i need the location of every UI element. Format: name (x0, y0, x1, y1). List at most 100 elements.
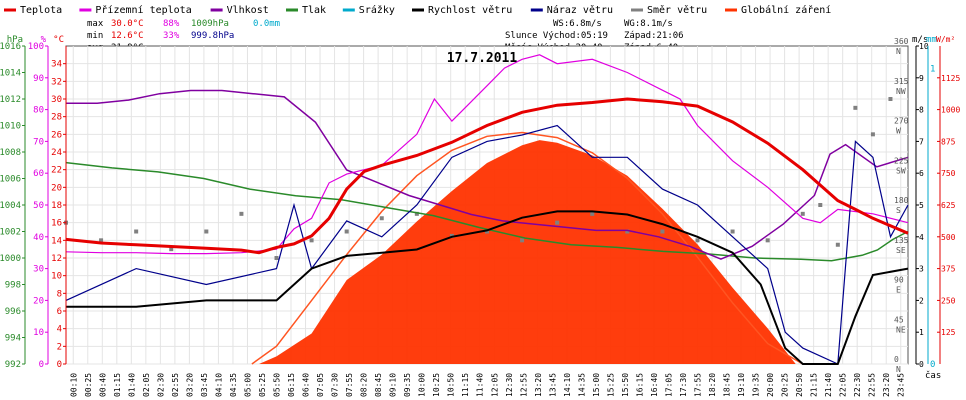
hpa-tick-label-10: 1012 (0, 95, 21, 105)
x-tick-label-35: 14:35 (577, 373, 586, 397)
series-radiation-theoretical (251, 131, 804, 365)
pct-tick-label-3: 30 (33, 265, 44, 275)
stat-min-2: 33% (163, 31, 180, 41)
temp-tick-label-7: 14 (51, 236, 62, 246)
dir-tick-deg-5: 225 (894, 156, 909, 165)
stat-sun-0: Slunce Východ:05:19 (505, 31, 608, 41)
wind-direction-point-22 (818, 203, 823, 207)
x-tick-label-15: 06:15 (287, 373, 296, 397)
dir-tick-deg-6: 270 (894, 117, 909, 126)
x-tick-label-11: 04:35 (229, 373, 238, 397)
pct-tick-label-1: 10 (33, 328, 44, 338)
x-tick-label-13: 05:25 (258, 373, 267, 397)
wind-direction-point-5 (239, 211, 244, 216)
x-tick-label-44: 18:20 (708, 373, 717, 397)
dir-tick-deg-2: 90 (894, 276, 904, 285)
x-tick-label-16: 06:40 (302, 373, 311, 397)
x-tick-label-33: 13:45 (548, 373, 557, 397)
ms-tick-label-9: 9 (919, 74, 924, 83)
x-tick-label-7: 02:55 (171, 373, 180, 397)
x-tick-label-42: 17:30 (679, 373, 688, 397)
dir-tick-deg-3: 135 (894, 236, 909, 245)
wind-direction-point-23 (835, 242, 840, 247)
wm2-tick-label-1: 250 (941, 296, 956, 305)
series-radiation-measured (258, 140, 796, 364)
ms-tick-label-4: 4 (919, 233, 924, 242)
ms-tick-label-8: 8 (919, 106, 924, 115)
series-wind-gust (65, 124, 909, 365)
series-layer (64, 54, 909, 365)
temp-tick-label-8: 16 (51, 219, 62, 229)
temp-tick-label-3: 6 (57, 307, 62, 317)
pct-tick-label-5: 50 (33, 201, 44, 211)
wind-direction-point-14 (555, 220, 560, 225)
x-tick-label-48: 20:00 (766, 373, 775, 397)
x-tick-label-10: 04:10 (214, 373, 223, 397)
dir-tick-name-1: NE (896, 325, 906, 334)
temp-tick-label-1: 2 (57, 342, 62, 352)
x-tick-label-49: 20:25 (781, 373, 790, 397)
legend-label-2: Vlhkost (227, 5, 269, 16)
x-tick-label-40: 16:40 (650, 373, 659, 397)
pct-tick-label-6: 60 (33, 169, 44, 179)
x-tick-label-43: 17:55 (694, 373, 703, 397)
x-tick-label-4: 01:40 (127, 373, 136, 397)
x-tick-label-19: 07:55 (345, 373, 354, 397)
wind-direction-point-1 (99, 238, 104, 243)
dir-tick-deg-7: 315 (894, 77, 909, 86)
wm2-tick-label-4: 625 (941, 201, 956, 210)
dir-tick-name-7: NW (896, 87, 906, 96)
x-tick-label-34: 14:10 (563, 373, 572, 397)
wind-direction-point-13 (520, 238, 525, 243)
wm2-axis-label: W/m² (936, 35, 955, 44)
hpa-tick-label-0: 992 (5, 360, 21, 370)
axes-layer: hPa9929949969981000100210041006100810101… (0, 35, 960, 397)
hpa-tick-label-1: 994 (5, 334, 21, 344)
temp-tick-label-11: 22 (51, 166, 62, 176)
x-tick-label-17: 07:05 (316, 373, 325, 397)
wind-direction-point-26 (888, 97, 893, 101)
temp-tick-label-12: 24 (51, 148, 62, 158)
pct-tick-label-8: 80 (33, 106, 44, 116)
hpa-tick-label-4: 1000 (0, 254, 21, 264)
wm2-tick-label-5: 750 (941, 169, 956, 178)
x-tick-label-45: 18:45 (723, 373, 732, 397)
x-tick-label-37: 15:25 (606, 373, 615, 397)
stat-min-1: 12.6°C (111, 31, 144, 41)
dir-tick-deg-8: 360 (894, 37, 909, 46)
temp-tick-label-13: 26 (51, 130, 62, 140)
x-tick-label-47: 19:35 (752, 373, 761, 397)
wm2-tick-label-8: 1125 (941, 74, 960, 83)
stat-min-0: min (87, 31, 103, 41)
wm2-tick-label-2: 375 (941, 265, 956, 274)
series-pressure (65, 161, 909, 262)
x-tick-label-22: 09:10 (389, 373, 398, 397)
series-humidity (66, 89, 909, 260)
wind-direction-point-4 (204, 229, 209, 234)
legend-label-8: Globální záření (741, 4, 831, 16)
x-tick-label-56: 23:20 (882, 373, 891, 397)
stat-max-3: 1009hPa (191, 19, 229, 29)
ms-tick-label-5: 5 (919, 201, 924, 210)
x-tick-label-55: 22:55 (868, 373, 877, 397)
x-tick-label-23: 09:35 (403, 373, 412, 397)
x-tick-label-12: 05:00 (243, 373, 252, 397)
ms-axis-label: m/s (912, 35, 928, 45)
temp-axis-label: °C (53, 35, 64, 45)
wind-direction-point-2 (134, 229, 139, 234)
temp-tick-label-16: 32 (51, 77, 62, 87)
wind-direction-point-12 (485, 229, 489, 234)
dir-tick-name-3: SE (896, 246, 906, 255)
stat-max-0: max (87, 19, 104, 29)
pct-tick-label-0: 0 (39, 360, 44, 370)
ms-tick-label-3: 3 (919, 265, 924, 274)
x-tick-label-32: 13:20 (534, 373, 543, 397)
x-tick-label-6: 02:30 (156, 373, 165, 397)
x-tick-label-2: 00:40 (98, 373, 107, 397)
wind-direction-point-19 (730, 229, 735, 234)
wind-direction-point-21 (800, 211, 805, 216)
hpa-tick-label-12: 1016 (0, 42, 21, 52)
pct-tick-label-2: 20 (33, 296, 44, 306)
dir-tick-name-5: SW (896, 166, 906, 175)
